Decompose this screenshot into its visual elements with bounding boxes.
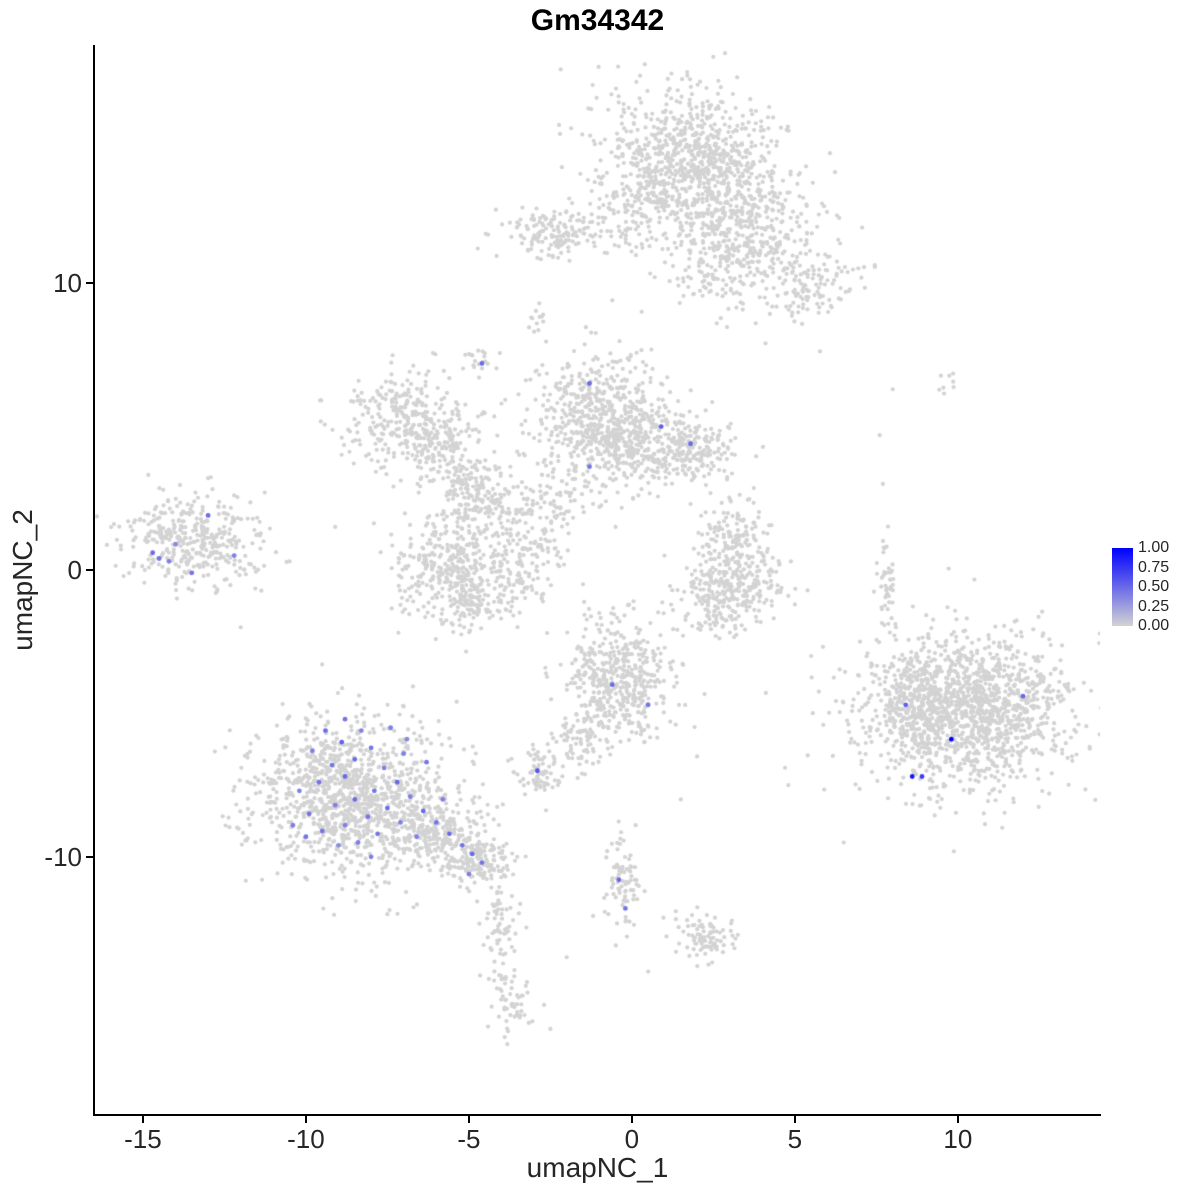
y-tick-label: 0 [67, 554, 82, 585]
y-tick-label: 10 [53, 268, 82, 299]
plot-title: Gm34342 [530, 4, 665, 37]
x-tick-mark [956, 1116, 959, 1123]
legend-tick-label: 0.00 [1138, 617, 1170, 634]
y-axis-label: umapNC_2 [7, 509, 38, 651]
x-axis-label: umapNC_1 [526, 1152, 669, 1183]
y-axis-line [93, 45, 95, 1116]
x-tick-label: -10 [287, 1124, 325, 1154]
y-tick-mark [86, 855, 93, 858]
x-tick-label: 10 [943, 1124, 973, 1154]
x-tick-mark [141, 1116, 144, 1123]
legend-tick-label: 0.75 [1138, 558, 1170, 576]
x-tick-label: 0 [624, 1124, 640, 1154]
legend-tick-label: 0.50 [1138, 578, 1170, 595]
x-tick-mark [304, 1116, 307, 1123]
y-tick-mark [86, 568, 93, 571]
y-tick-label: -10 [44, 841, 82, 872]
legend-gradient-bar [1112, 548, 1133, 626]
legend-tick-label: 0.25 [1138, 597, 1170, 615]
x-tick-mark [630, 1116, 633, 1123]
x-tick-label: -5 [457, 1124, 481, 1154]
x-tick-mark [467, 1116, 470, 1123]
legend-tick-label: 1.00 [1138, 539, 1170, 556]
x-axis-line [93, 1114, 1101, 1116]
x-tick-label: -15 [124, 1124, 162, 1154]
x-tick-mark [793, 1116, 796, 1123]
y-tick-mark [86, 282, 93, 285]
x-tick-label: 5 [787, 1124, 803, 1154]
